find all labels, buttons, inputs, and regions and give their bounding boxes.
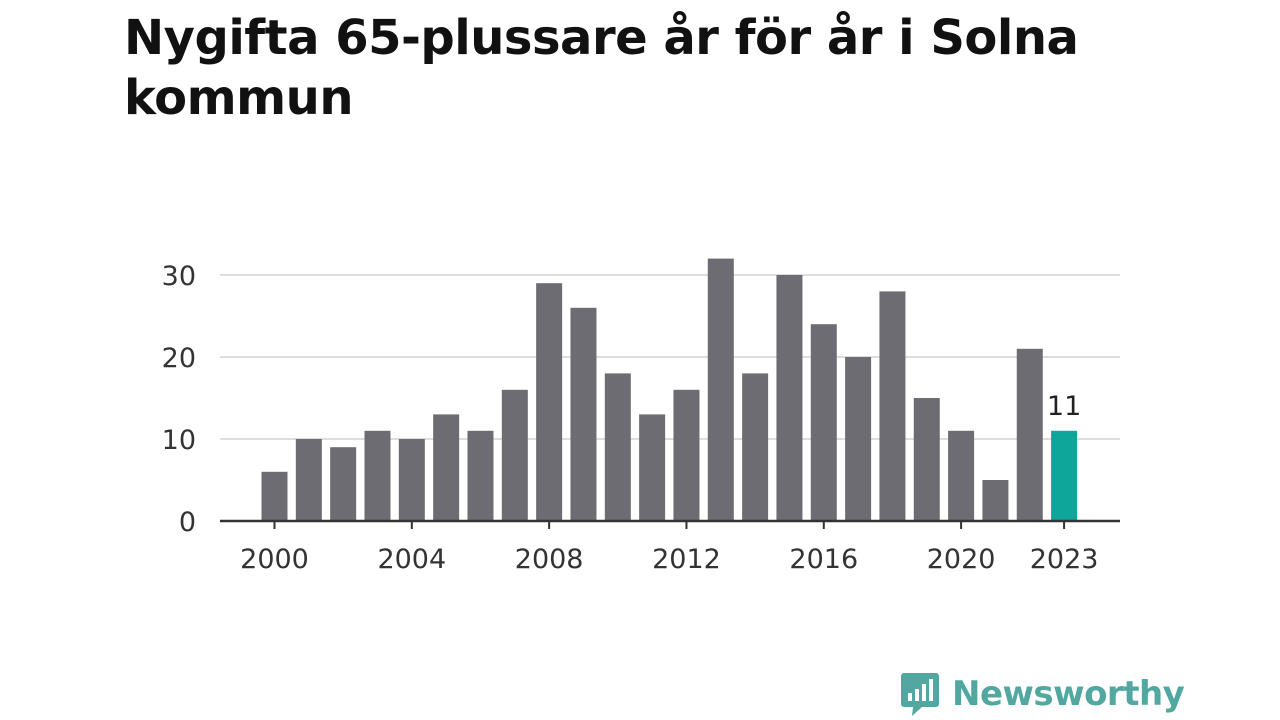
bar-2001 [295,439,322,521]
bar-2015 [776,275,803,521]
bar-2014 [742,373,769,521]
x-tick-label-2023: 2023 [1030,544,1099,575]
data-label-2023: 11 [1047,391,1081,422]
bar-2006 [467,430,494,521]
data-labels: 11 [1047,391,1081,422]
bar-2016 [810,324,837,521]
bar-2000 [261,471,288,521]
bar-2002 [330,447,357,521]
bar-2018 [879,291,906,521]
bar-2013 [707,258,734,521]
newsworthy-logo-text: Newsworthy [952,674,1185,714]
x-tick-label-2000: 2000 [240,544,309,575]
bar-2012 [673,389,700,521]
bar-2004 [398,439,425,521]
x-tick-label-2008: 2008 [515,544,584,575]
y-tick-label-10: 10 [162,425,196,456]
grid-lines [220,274,1120,440]
x-axis-ticks: 2000 2004 2008 2012 2016 2020 2023 [240,521,1098,575]
x-tick-label-2012: 2012 [652,544,721,575]
bar-2023 [1051,430,1078,521]
newsworthy-logo-icon [901,673,939,716]
y-tick-label-20: 20 [162,343,196,374]
bar-2011 [639,414,666,521]
y-tick-label-30: 30 [162,261,196,292]
bar-2021 [982,480,1009,521]
bar-2019 [913,398,940,521]
bar-2017 [845,357,872,521]
bar-2008 [536,283,563,521]
bar-2007 [501,389,528,521]
bar-2005 [433,414,460,521]
y-tick-label-0: 0 [179,507,196,538]
newsworthy-logo: Newsworthy [900,670,1185,718]
bar-2022 [1016,348,1043,521]
bars [261,258,1078,521]
x-tick-label-2016: 2016 [789,544,858,575]
chart-title: Nygifta 65-plussare år för år i Solna ko… [124,10,1079,126]
bar-2003 [364,430,391,521]
bar-2020 [948,430,975,521]
bar-2009 [570,307,597,521]
x-tick-label-2020: 2020 [927,544,996,575]
bar-2010 [604,373,631,521]
x-tick-label-2004: 2004 [377,544,446,575]
y-axis-tick-labels: 0 10 20 30 [162,261,196,538]
